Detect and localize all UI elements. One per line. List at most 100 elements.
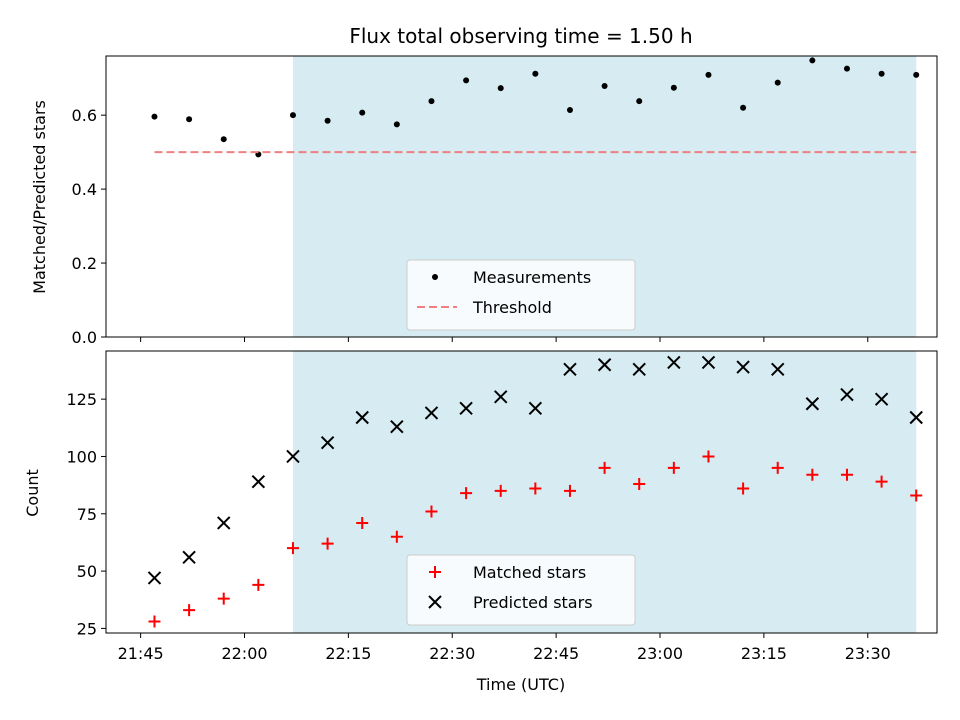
measurement-point [636, 98, 643, 105]
predicted-stars-point [355, 410, 369, 425]
predicted-stars-point [632, 362, 646, 377]
predicted-stars-point [494, 390, 508, 404]
matched-stars-point [494, 484, 507, 497]
y-tick-label: 0.0 [72, 328, 97, 347]
y-tick-label: 125 [66, 390, 97, 409]
measurement-point [809, 57, 816, 64]
matched-stars-point [633, 477, 646, 490]
measurement-point [566, 106, 573, 113]
y-tick-label: 0.4 [72, 180, 97, 199]
measurement-point [151, 113, 158, 120]
matched-stars-point [252, 578, 265, 591]
predicted-stars-point [286, 449, 300, 464]
top-y-ticks: 0.0 0.2 0.4 0.6 [72, 106, 106, 347]
x-tick-label: 23:00 [637, 644, 683, 663]
measurement-point [601, 82, 608, 89]
matched-stars-point [148, 615, 161, 628]
measurement-point [913, 71, 920, 78]
matched-stars-point [390, 530, 403, 543]
predicted-stars-point [667, 355, 681, 370]
measurement-point [463, 77, 470, 84]
measurement-point [774, 79, 781, 86]
matched-stars-point [702, 450, 715, 463]
predicted-stars-point [771, 362, 785, 377]
bottom-panel: 25 50 75 100 125 21:45 22:00 22:15 22:30 22:45 23… [23, 350, 938, 694]
matched-stars-point [529, 482, 542, 495]
x-tick-label: 23:30 [845, 644, 891, 663]
x-tick-label: 23:15 [741, 644, 787, 663]
measurement-point [393, 121, 400, 128]
top-x-ticks [140, 337, 869, 342]
predicted-stars-point [563, 362, 577, 377]
matched-stars-point [737, 482, 750, 495]
predicted-stars-point [840, 387, 854, 402]
predicted-stars-point [736, 360, 750, 374]
matched-stars-point [840, 468, 853, 481]
legend-label: Measurements [473, 268, 591, 287]
chart-title: Flux total observing time = 1.50 h [349, 24, 692, 48]
predicted-stars-point [701, 355, 716, 370]
predicted-stars-point [805, 397, 820, 411]
predicted-stars-point [147, 571, 162, 585]
predicted-stars-point [528, 401, 543, 416]
matched-stars-point [217, 592, 230, 605]
matched-stars-point [771, 461, 784, 474]
matched-stars-point [563, 484, 576, 497]
y-tick-label: 50 [77, 562, 97, 581]
x-axis-label: Time (UTC) [476, 675, 565, 694]
top-y-axis-label: Matched/Predicted stars [30, 100, 49, 294]
matched-stars-point [425, 505, 438, 518]
y-tick-label: 100 [66, 447, 97, 466]
matched-stars-point [875, 475, 888, 488]
y-tick-label: 0.6 [72, 106, 97, 125]
legend-label: Threshold [472, 298, 552, 317]
measurement-point [497, 85, 504, 92]
measurement-point [670, 84, 677, 91]
predicted-stars-point [459, 401, 473, 416]
predicted-stars-point [390, 419, 404, 434]
measurement-point [428, 98, 435, 105]
legend-label: Predicted stars [473, 593, 593, 612]
measurement-point [878, 70, 885, 77]
x-tick-label: 22:15 [325, 644, 371, 663]
measurement-point [843, 65, 850, 72]
legend-label: Matched stars [473, 563, 586, 582]
matched-stars-point [598, 461, 611, 474]
legend-box [406, 259, 636, 331]
y-tick-label: 0.2 [72, 254, 97, 273]
legend-x-swatch [428, 595, 442, 609]
bottom-axes-frame [105, 350, 938, 634]
measurement-point [220, 136, 227, 143]
matched-stars-point [806, 468, 819, 481]
bottom-x-ticks: 21:45 22:00 22:15 22:30 22:45 23:00 23:15 23:30 [118, 633, 891, 663]
measurement-point [186, 116, 193, 123]
measurement-point [705, 71, 712, 78]
measurement-point [740, 104, 747, 111]
measurement-point [324, 117, 331, 124]
legend-plus-swatch [429, 566, 441, 578]
matched-stars-point [910, 489, 923, 502]
measurement-point [532, 70, 539, 77]
top-panel: 0.0 0.2 0.4 0.6 Matched/Predicted stars Mea… [30, 55, 938, 347]
bottom-y-axis-label: Count [23, 469, 42, 517]
y-tick-label: 25 [77, 619, 97, 638]
legend-box [406, 554, 636, 626]
predicted-stars-point [909, 410, 923, 425]
matched-stars-point [667, 461, 680, 474]
predicted-stars-point [320, 435, 335, 450]
predicted-stars-point [874, 392, 889, 406]
matched-stars-point [183, 604, 196, 617]
x-tick-label: 21:45 [118, 644, 164, 663]
matched-stars-point [356, 516, 369, 529]
bottom-legend: Matched stars Predicted stars [406, 554, 636, 626]
predicted-stars-point [597, 358, 612, 372]
top-legend: Measurements Threshold [406, 259, 636, 331]
predicted-stars-point [217, 516, 231, 530]
bottom-y-ticks: 25 50 75 100 125 [66, 390, 106, 638]
matched-stars-point [460, 487, 473, 500]
x-tick-label: 22:30 [429, 644, 475, 663]
x-tick-label: 22:00 [221, 644, 267, 663]
matched-stars-point [321, 537, 334, 550]
measurement-point [359, 109, 366, 116]
